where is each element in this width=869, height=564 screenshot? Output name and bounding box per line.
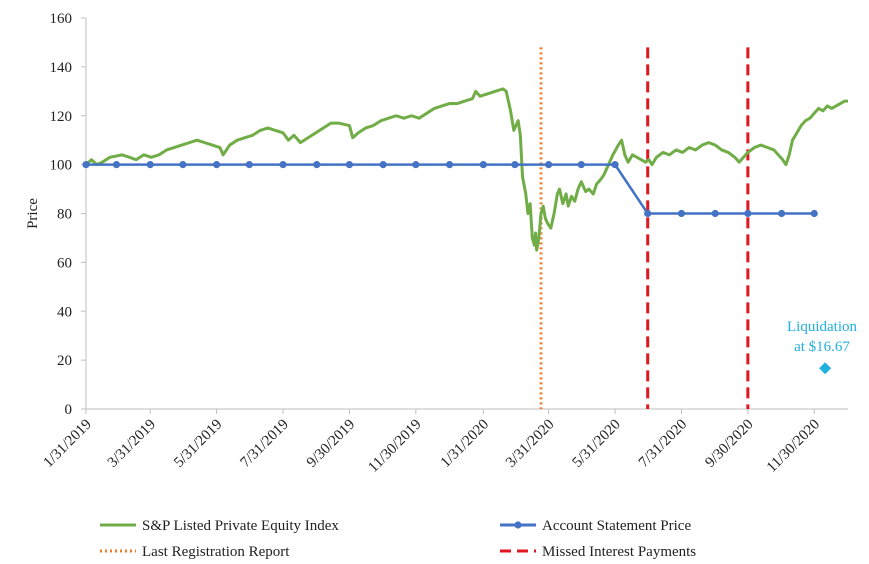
statement-series-line [86,163,815,215]
liquidation-label: Liquidation [787,319,857,335]
statement-point [445,161,454,169]
statement-point [412,161,420,169]
legend-item: S&P Listed Private Equity Index [100,518,339,534]
statement-point [777,209,786,218]
x-tick-label: 9/30/2019 [304,417,358,471]
legend-item: Last Registration Report [100,544,290,560]
statement-point [313,161,321,169]
statement-point [545,161,553,169]
y-tick-label: 60 [57,255,72,271]
legend-label: Missed Interest Payments [542,544,696,560]
statement-point [611,161,619,169]
statement-point [644,209,652,218]
y-tick-label: 20 [57,353,72,369]
x-tick-label: 7/31/2020 [636,417,690,471]
x-tick-label: 3/31/2020 [503,417,557,471]
x-tick-label: 3/31/2019 [105,417,159,471]
statement-point [511,161,519,169]
y-tick-label: 0 [65,402,73,418]
x-tick-label: 1/31/2019 [40,417,94,471]
statement-point [245,161,253,169]
y-tick-label: 120 [50,109,73,125]
statement-point [810,209,818,218]
statement-point [479,161,487,169]
x-tick-label: 7/31/2019 [238,417,292,471]
liquidation-marker [819,362,832,375]
legend-item: Missed Interest Payments [500,544,696,560]
liquidation-label: at $16.67 [794,339,850,355]
y-tick-label: 40 [57,304,72,320]
y-tick-label: 140 [50,60,73,76]
statement-point [179,161,187,169]
statement-point [279,161,287,169]
x-tick-label: 11/30/2020 [764,417,823,476]
statement-point [213,161,221,169]
statement-point [345,161,354,169]
statement-point [82,161,90,169]
statement-point [146,161,154,169]
x-tick-label: 11/30/2019 [365,417,424,476]
x-tick-label: 9/30/2020 [702,417,756,471]
legend-label: Last Registration Report [142,544,290,560]
statement-point [677,209,686,218]
legend-swatch-marker [514,521,522,529]
index-series-line [84,87,848,252]
statement-point [577,161,585,169]
statement-point [112,161,121,169]
x-tick-label: 1/31/2020 [438,417,492,471]
legend-item: Account Statement Price [500,518,691,534]
y-tick-label: 100 [50,158,73,174]
y-tick-label: 80 [57,207,72,223]
statement-point [711,209,719,218]
statement-point [744,209,752,218]
statement-point [379,161,387,169]
legend-label: Account Statement Price [542,518,691,534]
y-tick-label: 160 [50,11,73,27]
x-tick-label: 5/31/2019 [171,417,225,471]
x-tick-label: 5/31/2020 [570,417,624,471]
y-axis-label: Price [25,198,41,229]
legend-label: S&P Listed Private Equity Index [142,518,339,534]
